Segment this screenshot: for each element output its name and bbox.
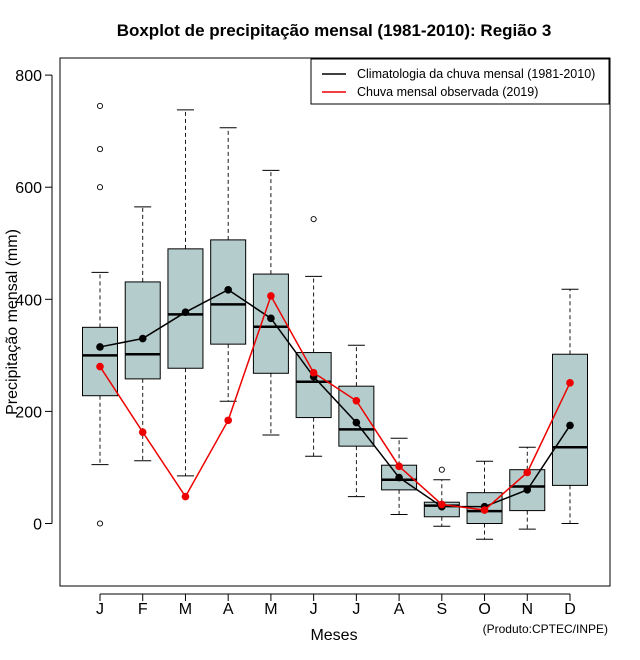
series-point-observed: [523, 468, 532, 477]
series-point-observed: [224, 416, 232, 425]
x-tick-label-4: A: [223, 601, 234, 618]
x-axis-label: Meses: [310, 627, 357, 644]
series-point-climatology: [267, 314, 275, 323]
box-6: [295, 216, 332, 457]
box-5: [252, 169, 289, 436]
series-line-observed: [99, 294, 571, 511]
plot-frame: [59, 57, 611, 587]
box-12: [551, 288, 588, 524]
x-tick-label-1: J: [96, 601, 104, 618]
series-point-observed: [438, 500, 446, 509]
series-point-climatology: [523, 486, 532, 494]
x-tick-label-11: N: [521, 601, 533, 618]
legend-label-observed: Chuva mensal observada (2019): [357, 85, 538, 99]
series-point-observed: [309, 368, 318, 377]
box-10: [466, 460, 503, 540]
outlier-point: [96, 102, 104, 109]
box-4: [210, 127, 247, 402]
legend: Climatologia da chuva mensal (1981-2010)…: [310, 58, 610, 105]
x-tick-label-9: S: [436, 601, 447, 618]
x-tick-label-6: J: [310, 601, 318, 618]
x-tick-label-8: A: [394, 601, 405, 618]
series-point-climatology: [181, 308, 190, 316]
series-point-climatology: [96, 343, 104, 351]
legend-label-climatology: Climatologia da chuva mensal (1981-2010): [357, 67, 595, 81]
series-point-observed: [96, 362, 104, 371]
series-point-climatology: [224, 285, 232, 294]
outlier-point: [310, 216, 317, 223]
box-iqr: [551, 353, 588, 486]
x-tick-label-12: D: [564, 601, 576, 618]
series-point-observed: [566, 379, 574, 387]
outlier-point: [96, 146, 104, 153]
box-3: [167, 109, 204, 477]
y-axis-label: Precipitação mensal (mm): [4, 229, 21, 415]
y-tick-label-800: 800: [15, 68, 42, 85]
series-point-observed: [395, 462, 403, 471]
x-tick-label-10: O: [478, 601, 490, 618]
box-7: [338, 344, 375, 498]
series-point-observed: [138, 428, 147, 436]
series-point-climatology: [566, 421, 574, 430]
y-tick-label-200: 200: [15, 404, 42, 421]
box-9: [423, 466, 460, 527]
series-point-observed: [352, 396, 361, 405]
box-iqr: [295, 352, 332, 419]
x-tick-label-2: F: [138, 601, 148, 618]
box-iqr: [252, 273, 289, 374]
x-tick-label-5: M: [264, 601, 277, 618]
y-tick-label-400: 400: [15, 292, 42, 309]
series-point-climatology: [395, 473, 403, 482]
chart-title: Boxplot de precipitação mensal (1981-201…: [117, 21, 552, 40]
series-point-climatology: [352, 418, 361, 427]
outlier-point: [438, 466, 445, 473]
x-tick-label-3: M: [179, 601, 192, 618]
outlier-point: [96, 184, 104, 191]
box-iqr: [167, 248, 204, 369]
box-iqr: [338, 385, 375, 447]
series-point-observed: [181, 492, 190, 501]
series-point-climatology: [138, 334, 147, 343]
x-tick-label-7: J: [352, 601, 360, 618]
box-1: [82, 102, 118, 527]
series-point-observed: [267, 292, 275, 300]
legend-box: [310, 58, 610, 105]
outlier-point: [96, 520, 104, 527]
y-tick-label-600: 600: [15, 180, 42, 197]
series-point-observed: [480, 506, 489, 514]
box-iqr: [124, 281, 161, 380]
box-2: [124, 206, 161, 462]
y-tick-label-0: 0: [33, 517, 42, 534]
credit-text: (Produto:CPTEC/INPE): [483, 622, 608, 636]
